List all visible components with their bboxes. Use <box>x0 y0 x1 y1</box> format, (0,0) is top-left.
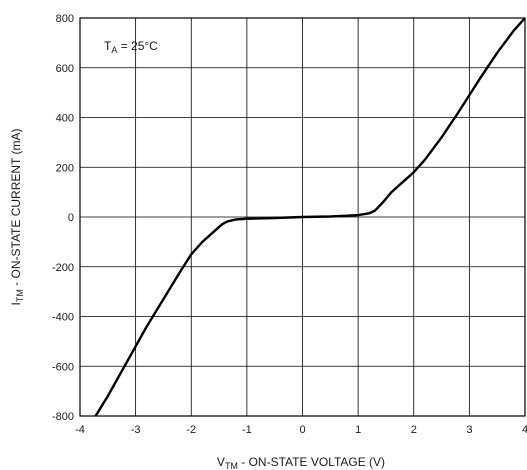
x-tick-label: 4 <box>522 424 527 436</box>
plot-frame <box>79 17 526 417</box>
y-tick-label: -400 <box>52 312 74 324</box>
x-tick-label: 1 <box>355 424 361 436</box>
y-axis-label: ITM - ON-STATE CURRENT (mA) <box>9 128 25 305</box>
y-tick-label: 400 <box>56 113 74 125</box>
y-tick-labels: -800 -600 -400 -200 0 200 400 600 800 <box>52 13 74 423</box>
y-tick-label: 800 <box>56 13 74 25</box>
x-tick-label: 3 <box>466 424 472 436</box>
x-tick-label: -1 <box>242 424 252 436</box>
series-layer <box>94 17 526 417</box>
iv-curve-line <box>94 17 526 417</box>
x-tick-label: -2 <box>186 424 196 436</box>
y-tick-label: -800 <box>52 411 74 423</box>
y-tick-label: -200 <box>52 262 74 274</box>
x-tick-label: 2 <box>411 424 417 436</box>
y-tick-label: -600 <box>52 361 74 373</box>
x-tick-label: -4 <box>75 424 85 436</box>
x-tick-label: -3 <box>131 424 141 436</box>
temperature-annotation: TA = 25°C <box>104 39 158 55</box>
y-tick-label: 0 <box>68 212 74 224</box>
x-axis-label: VTM - ON-STATE VOLTAGE (V) <box>217 455 385 470</box>
x-tick-labels: -4 -3 -2 -1 0 1 2 3 4 <box>75 424 527 436</box>
x-tick-label: 0 <box>299 424 305 436</box>
y-tick-label: 600 <box>56 63 74 75</box>
y-tick-label: 200 <box>56 162 74 174</box>
